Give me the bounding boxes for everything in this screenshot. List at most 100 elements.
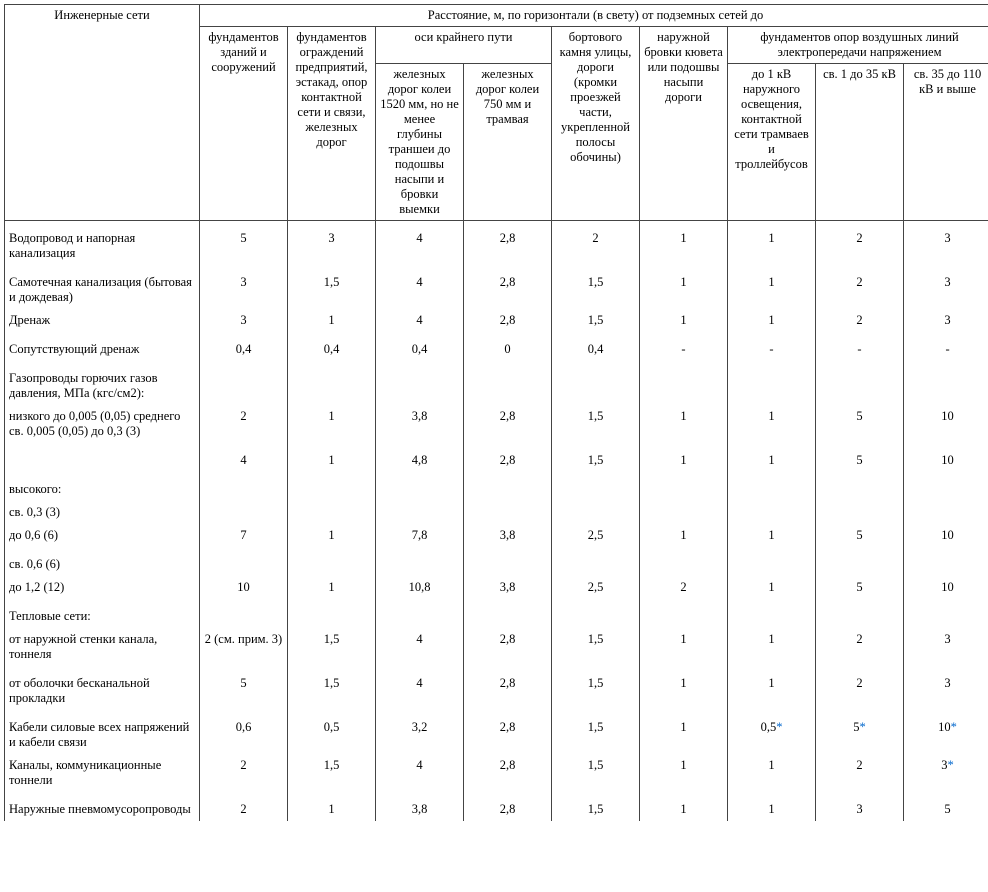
value-cell: 1 <box>728 524 816 547</box>
value-cell <box>464 472 552 501</box>
value-cell <box>464 501 552 524</box>
row-label: низкого до 0,005 (0,05) среднего св. 0,0… <box>5 405 200 443</box>
value-cell <box>288 501 376 524</box>
row-label: св. 0,3 (3) <box>5 501 200 524</box>
value-cell <box>552 599 640 628</box>
value-cell: 1 <box>288 405 376 443</box>
value-cell: 2 <box>200 405 288 443</box>
value-cell: 1,5 <box>288 628 376 666</box>
value-cell: 5 <box>904 792 988 821</box>
value-cell <box>200 361 288 405</box>
value-cell <box>816 361 904 405</box>
value-cell <box>200 547 288 576</box>
value-cell: 2 (см. прим. 3) <box>200 628 288 666</box>
value-cell: 1 <box>640 309 728 332</box>
value-cell: 1 <box>640 221 728 266</box>
value-cell <box>816 501 904 524</box>
value-cell: 3 <box>904 309 988 332</box>
value-cell <box>904 361 988 405</box>
header-networks: Инженерные сети <box>5 5 200 221</box>
value-cell: 4 <box>376 265 464 309</box>
header-curb: бортового камня улицы, дороги (кромки пр… <box>552 27 640 221</box>
table-row: Дренаж3142,81,51123 <box>5 309 988 332</box>
row-label: Самотечная канализация (бытовая и дождев… <box>5 265 200 309</box>
value-cell: 3,2 <box>376 710 464 754</box>
value-cell: 1 <box>728 405 816 443</box>
value-cell: 2 <box>816 265 904 309</box>
table-row: от наружной стенки канала, тоннеля2 (см.… <box>5 628 988 666</box>
value-cell: 5 <box>816 405 904 443</box>
value-cell: 3 <box>904 221 988 266</box>
row-label: Водопровод и напорная канализация <box>5 221 200 266</box>
value-cell: 1 <box>728 265 816 309</box>
row-label: Сопутствующий дренаж <box>5 332 200 361</box>
value-cell: 1,5 <box>288 754 376 792</box>
value-cell: 1 <box>640 628 728 666</box>
table-row: Самотечная канализация (бытовая и дождев… <box>5 265 988 309</box>
value-cell <box>376 501 464 524</box>
value-cell: 0,5 <box>288 710 376 754</box>
value-cell: 2,8 <box>464 792 552 821</box>
value-cell: 10 <box>200 576 288 599</box>
value-cell: 7 <box>200 524 288 547</box>
header-fund-build: фундаментов зданий и сооружений <box>200 27 288 221</box>
value-cell: 2,8 <box>464 628 552 666</box>
row-label: Дренаж <box>5 309 200 332</box>
value-cell: 5 <box>200 666 288 710</box>
value-cell: 1,5 <box>288 666 376 710</box>
value-cell: 1 <box>640 666 728 710</box>
row-label: от наружной стенки канала, тоннеля <box>5 628 200 666</box>
value-cell: 1 <box>640 710 728 754</box>
value-cell: 1 <box>288 524 376 547</box>
value-cell: 1 <box>728 576 816 599</box>
value-cell <box>816 599 904 628</box>
value-cell: - <box>816 332 904 361</box>
table-row: высокого: <box>5 472 988 501</box>
table-row: св. 0,6 (6) <box>5 547 988 576</box>
row-label: Тепловые сети: <box>5 599 200 628</box>
value-cell: 2,8 <box>464 221 552 266</box>
value-cell: 1 <box>728 628 816 666</box>
value-cell <box>640 501 728 524</box>
value-cell: 3,8 <box>464 524 552 547</box>
value-cell: 1 <box>728 443 816 472</box>
value-cell: 10,8 <box>376 576 464 599</box>
value-cell: 5 <box>816 576 904 599</box>
value-cell: 1 <box>288 792 376 821</box>
table-row: Тепловые сети: <box>5 599 988 628</box>
value-cell: 1,5 <box>552 628 640 666</box>
value-cell: - <box>640 332 728 361</box>
value-cell: 3 <box>816 792 904 821</box>
header-p3: св. 35 до 110 кВ и выше <box>904 64 988 221</box>
value-cell: 4 <box>376 309 464 332</box>
value-cell: 2,5 <box>552 524 640 547</box>
footnote-star: * <box>951 720 957 734</box>
footnote-star: * <box>860 720 866 734</box>
value-cell: 4 <box>376 221 464 266</box>
value-cell <box>200 599 288 628</box>
row-label <box>5 443 200 472</box>
value-cell <box>904 547 988 576</box>
value-cell: 2 <box>200 754 288 792</box>
value-cell: 3,8 <box>376 405 464 443</box>
value-cell: 1,5 <box>288 265 376 309</box>
value-cell: 1 <box>728 792 816 821</box>
value-cell <box>552 547 640 576</box>
header-axis-group: оси крайнего пути <box>376 27 552 64</box>
table-body: Водопровод и напорная канализация5342,82… <box>5 221 988 822</box>
value-cell: 5 <box>816 524 904 547</box>
value-cell: 5 <box>200 221 288 266</box>
value-cell: 1,5 <box>552 405 640 443</box>
value-cell: 1,5 <box>552 265 640 309</box>
header-rail-750: железных дорог колеи 750 мм и трамвая <box>464 64 552 221</box>
value-cell <box>288 361 376 405</box>
value-cell: 2 <box>816 221 904 266</box>
table-row: Сопутствующий дренаж0,40,40,400,4---- <box>5 332 988 361</box>
value-cell <box>552 501 640 524</box>
table-row: Каналы, коммуникационные тоннели21,542,8… <box>5 754 988 792</box>
value-cell: 3 <box>200 309 288 332</box>
value-cell: 3* <box>904 754 988 792</box>
value-cell: 2 <box>816 754 904 792</box>
value-cell: 5* <box>816 710 904 754</box>
row-label: Каналы, коммуникационные тоннели <box>5 754 200 792</box>
